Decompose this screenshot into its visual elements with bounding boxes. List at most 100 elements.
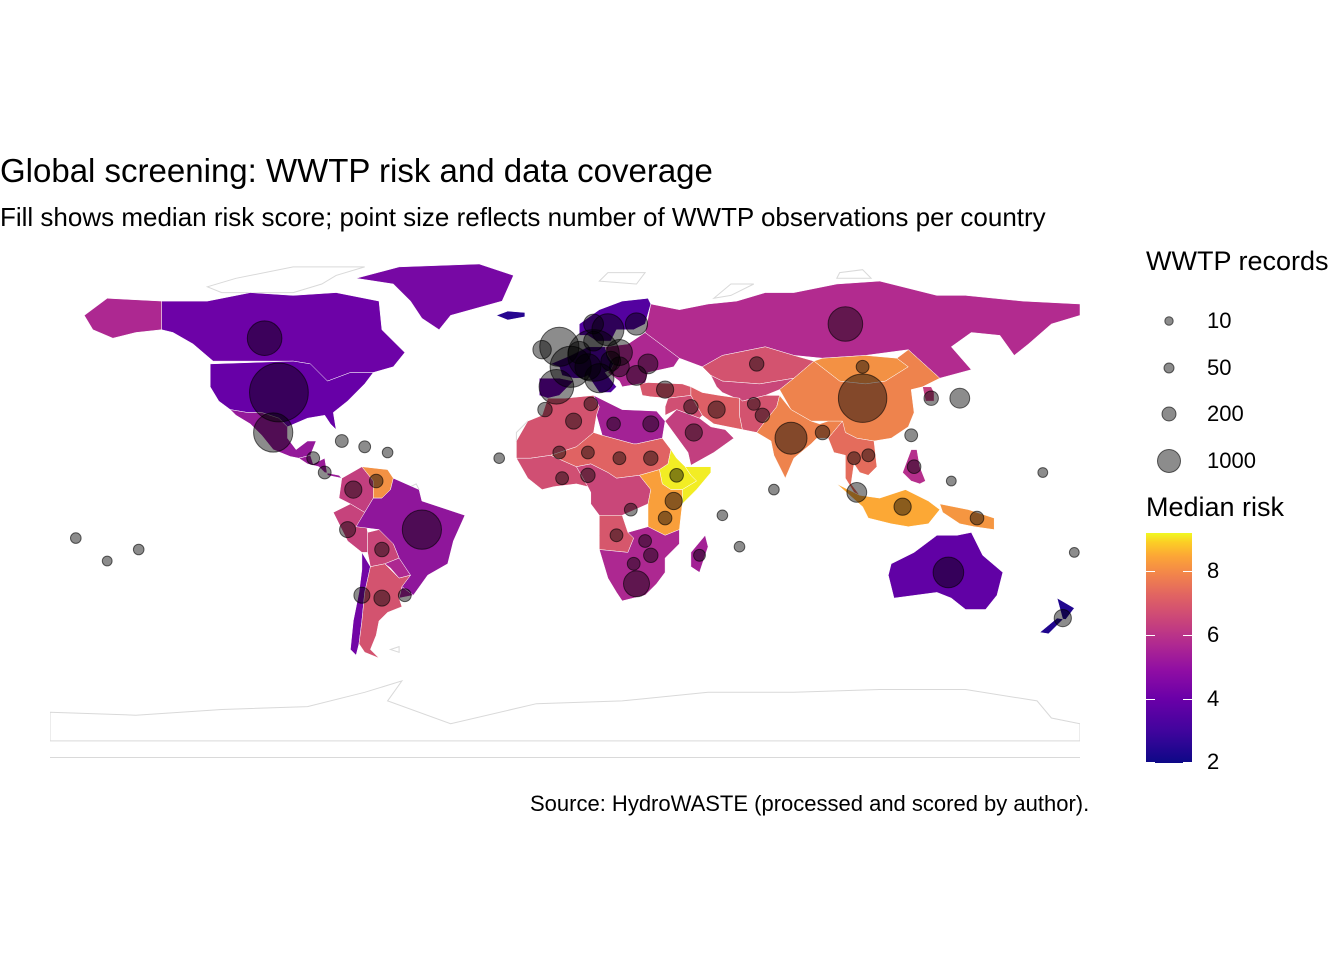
region-iberia: [539, 377, 575, 399]
record-point: [623, 570, 650, 598]
region-new-zealand: [1039, 597, 1075, 635]
record-point: [624, 312, 649, 336]
record-point: [707, 400, 726, 419]
record-point: [643, 450, 659, 466]
severnaya-zemlya: [835, 269, 873, 279]
record-point: [626, 556, 641, 571]
record-point: [606, 416, 621, 432]
region-alaska: [83, 298, 162, 339]
record-point: [683, 399, 699, 415]
record-point: [253, 412, 294, 453]
colorbar-tick: [1146, 571, 1155, 573]
record-point: [754, 407, 771, 424]
record-point: [746, 397, 761, 411]
colorbar-tick-label: 8: [1207, 558, 1220, 584]
record-point: [344, 480, 363, 499]
record-point: [358, 440, 372, 454]
record-point: [101, 555, 113, 567]
record-point: [580, 467, 596, 484]
record-point: [643, 547, 659, 563]
size-legend-dot: [1157, 448, 1181, 473]
colorbar-tick-label: 4: [1207, 686, 1220, 712]
size-legend-entry: 10: [1146, 300, 1329, 347]
record-point: [70, 532, 82, 544]
record-point: [642, 415, 660, 433]
record-point: [538, 369, 575, 405]
record-point: [827, 306, 864, 342]
falklands: [388, 645, 400, 653]
record-point: [684, 423, 703, 442]
size-legend-entry: 50: [1146, 347, 1329, 394]
size-legend-label: 50: [1207, 354, 1232, 380]
record-point: [397, 588, 412, 603]
record-point: [623, 502, 638, 517]
region-argentina: [358, 563, 412, 659]
record-point: [906, 459, 922, 474]
record-point: [932, 556, 965, 589]
size-legend-label: 200: [1207, 401, 1244, 426]
map-bottom-edge: [50, 757, 1080, 758]
region-japan-korea: [922, 386, 935, 402]
region-southern-africa: [598, 526, 680, 602]
record-point: [374, 541, 390, 558]
record-point: [768, 483, 780, 496]
record-point: [609, 528, 624, 543]
region-iceland: [495, 310, 526, 321]
record-point: [306, 451, 321, 466]
colorbar-tick: [1183, 571, 1192, 573]
record-point: [837, 373, 888, 423]
record-point: [132, 543, 145, 556]
size-legend-label: 1000: [1207, 447, 1256, 473]
record-point: [904, 428, 919, 443]
region-philippines: [902, 449, 926, 485]
colorbar-tick: [1183, 635, 1192, 637]
record-point: [847, 451, 861, 466]
novaya-zemlya: [712, 283, 755, 300]
record-point: [381, 446, 394, 459]
source-caption: Source: HydroWASTE (processed and scored…: [530, 791, 1090, 816]
record-point: [584, 363, 615, 394]
map-title: Global screening: WWTP risk and data cov…: [0, 152, 713, 189]
record-point: [249, 362, 309, 423]
size-legend-entry: 1000: [1146, 440, 1329, 487]
region-western-europe: [549, 346, 617, 393]
record-points: [70, 306, 1080, 628]
record-point: [657, 510, 673, 526]
record-point: [552, 445, 567, 460]
region-mexico: [229, 409, 317, 459]
record-point: [949, 387, 971, 409]
record-point: [669, 468, 684, 483]
record-point: [969, 510, 985, 526]
record-point: [574, 353, 602, 381]
record-point: [583, 396, 599, 412]
record-point: [693, 548, 706, 562]
record-point: [814, 424, 831, 441]
record-point: [317, 465, 332, 480]
record-point: [716, 509, 729, 522]
size-legend-dot: [1161, 406, 1177, 422]
record-point: [339, 521, 357, 539]
record-point: [583, 313, 604, 335]
fill-legend-title: Median risk: [1146, 492, 1285, 522]
record-point: [368, 473, 384, 489]
record-point: [401, 509, 442, 550]
size-legend-label: 10: [1207, 308, 1232, 333]
colorbar-tick: [1146, 635, 1155, 637]
record-point: [246, 320, 283, 356]
record-point: [749, 356, 765, 372]
colorbar-tick: [1146, 762, 1155, 763]
record-point: [861, 448, 876, 463]
arctic-islands: [205, 266, 365, 294]
record-point: [1037, 467, 1049, 478]
record-point: [565, 412, 583, 430]
colorbar: 8 6 4 2: [1146, 533, 1284, 774]
risk-regions: [83, 263, 1080, 659]
record-point: [637, 353, 659, 375]
record-point: [1053, 609, 1072, 628]
record-point: [353, 586, 371, 604]
record-point: [923, 390, 939, 406]
antarctica-landmass: [50, 679, 1080, 742]
colorbar-tick-label: 6: [1207, 622, 1220, 648]
region-central-asia: [710, 374, 795, 402]
record-point: [855, 359, 870, 374]
